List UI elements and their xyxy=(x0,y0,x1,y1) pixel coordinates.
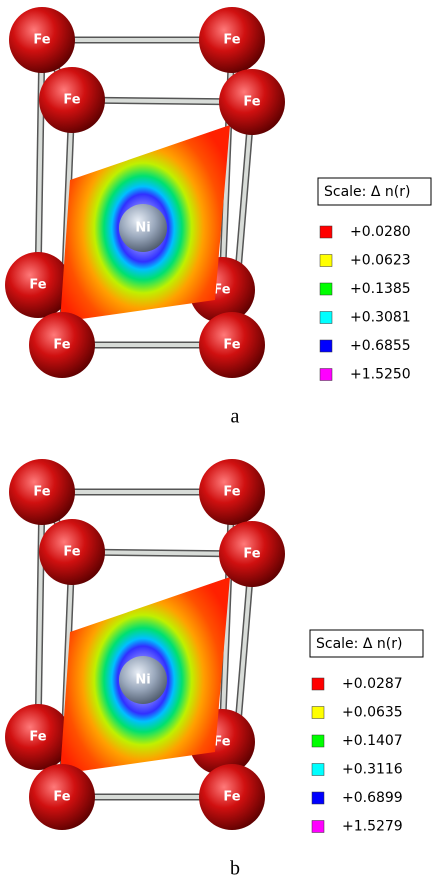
atom-label: Fe xyxy=(213,283,230,298)
atom-label: Fe xyxy=(243,547,260,562)
atom-label: Fe xyxy=(223,338,240,353)
legend-swatch xyxy=(311,706,325,719)
legend-swatch xyxy=(319,254,333,267)
atom-label: Fe xyxy=(63,93,80,108)
atom-label: Fe xyxy=(29,730,46,745)
atom-label: Fe xyxy=(63,545,80,560)
legend-label: +1.5279 xyxy=(342,819,403,835)
atom-label: Fe xyxy=(223,33,240,48)
legend-box xyxy=(317,177,432,206)
legend-label: +0.1407 xyxy=(342,733,403,749)
atom-label: Fe xyxy=(213,735,230,750)
panel-label: b xyxy=(230,858,240,880)
atom-label: Fe xyxy=(243,95,260,110)
legend-swatch xyxy=(311,677,325,691)
legend-swatch xyxy=(311,791,325,805)
legend-swatch xyxy=(319,282,333,296)
legend-swatch xyxy=(319,339,333,353)
legend-label: +0.0623 xyxy=(350,253,411,269)
legend-swatch xyxy=(311,734,325,748)
panel: Fe Fe Fe Fe Ni Fe Fe Fe Fe Scale: Δ n(r) +0.0280 +0… xyxy=(5,7,432,428)
legend-label: +0.1385 xyxy=(350,281,411,297)
fe-atom xyxy=(5,252,71,318)
legend-swatch xyxy=(311,820,325,833)
fe-atom xyxy=(9,7,75,73)
ni-atom xyxy=(119,656,167,704)
atom-label: Fe xyxy=(53,790,70,805)
legend-label: +0.0280 xyxy=(350,224,411,240)
fe-atom xyxy=(219,69,285,135)
legend-label: +0.0635 xyxy=(342,705,403,721)
bond xyxy=(36,491,44,738)
fe-atom xyxy=(199,459,265,525)
bond xyxy=(36,39,44,286)
legend-swatch xyxy=(319,311,333,324)
legend-label: +0.6855 xyxy=(350,338,411,354)
fe-atom xyxy=(39,67,105,133)
fe-atom xyxy=(199,764,265,830)
atom-label: Fe xyxy=(33,485,50,500)
atom-label: Fe xyxy=(223,485,240,500)
atom-label: Fe xyxy=(223,790,240,805)
legend-label: +0.3081 xyxy=(350,310,411,326)
fe-atom xyxy=(9,459,75,525)
panel: Fe Fe Fe Fe Ni Fe Fe Fe Fe Scale: Δ n(r) +0.0287 +0… xyxy=(5,459,424,880)
legend-label: +0.3116 xyxy=(342,762,403,778)
panel-label: a xyxy=(231,406,240,428)
fe-atom xyxy=(199,312,265,378)
fe-atom xyxy=(5,704,71,770)
atom-label: Fe xyxy=(29,278,46,293)
atom-label: Ni xyxy=(135,221,150,236)
legend-label: +0.6899 xyxy=(342,790,403,806)
legend-label: +1.5250 xyxy=(350,367,411,383)
atom-label: Ni xyxy=(135,673,150,688)
legend-swatch xyxy=(319,225,333,239)
legend-swatch xyxy=(319,368,333,381)
legend-swatch xyxy=(311,763,325,776)
legend-box xyxy=(309,629,424,658)
legend-title: Scale: Δ n(r) xyxy=(316,636,402,652)
fe-atom xyxy=(199,7,265,73)
fe-atom xyxy=(219,521,285,587)
legend-title: Scale: Δ n(r) xyxy=(324,184,410,200)
atom-label: Fe xyxy=(33,33,50,48)
legend-label: +0.0287 xyxy=(342,676,403,692)
fe-atom xyxy=(29,764,95,830)
fe-atom xyxy=(29,312,95,378)
atom-label: Fe xyxy=(53,338,70,353)
ni-atom xyxy=(119,204,167,252)
fe-atom xyxy=(39,519,105,585)
